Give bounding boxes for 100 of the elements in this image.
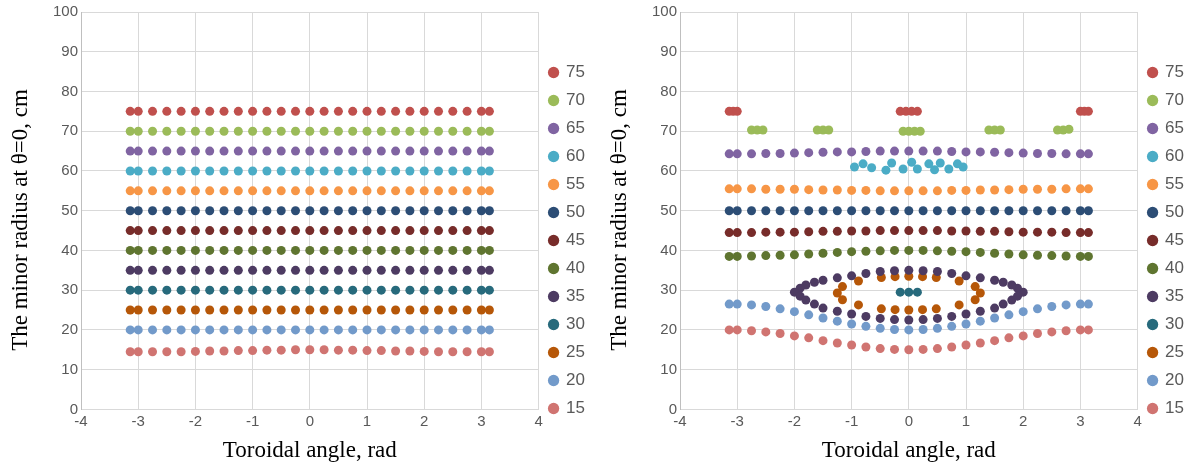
point [276, 345, 286, 355]
point [724, 228, 734, 238]
point [419, 285, 429, 295]
point [391, 166, 401, 176]
point [376, 186, 386, 196]
point [262, 265, 272, 275]
point [233, 265, 243, 275]
point [125, 106, 135, 116]
point [219, 186, 229, 196]
x-tick-label: 3 [1076, 411, 1085, 429]
y-tick-label: 60 [660, 161, 678, 179]
point [333, 126, 343, 136]
point [804, 310, 814, 320]
point [875, 323, 885, 333]
point [875, 313, 885, 323]
point [376, 346, 386, 356]
point [947, 311, 957, 321]
point [1083, 206, 1093, 216]
point [125, 305, 135, 315]
point [176, 245, 186, 255]
point [319, 126, 329, 136]
point [847, 147, 857, 157]
point [958, 162, 968, 172]
point [348, 106, 358, 116]
point [205, 166, 215, 176]
point [876, 304, 886, 314]
point [362, 285, 372, 295]
point [1083, 149, 1093, 159]
point [405, 346, 415, 356]
point [262, 245, 272, 255]
legend-label: 25 [566, 342, 586, 362]
point [291, 245, 301, 255]
point [747, 149, 757, 159]
point [248, 126, 258, 136]
point [419, 305, 429, 315]
point [434, 166, 443, 176]
point [233, 106, 243, 116]
point [333, 285, 343, 295]
y-tick-label: 100 [652, 2, 678, 20]
point [789, 184, 799, 194]
y-tick-label: 90 [61, 41, 79, 59]
point [975, 288, 985, 298]
point [319, 265, 329, 275]
point [262, 126, 272, 136]
point [305, 325, 315, 335]
x-tick-label: 4 [1133, 411, 1142, 429]
point [405, 206, 415, 216]
point [133, 305, 143, 315]
point [832, 338, 842, 348]
point [1018, 331, 1028, 341]
point [912, 164, 922, 174]
point [133, 347, 143, 357]
point [362, 346, 372, 356]
point [832, 206, 842, 216]
point [190, 186, 200, 196]
point [1047, 148, 1057, 158]
point [944, 164, 954, 174]
point [162, 347, 172, 357]
point [148, 305, 158, 315]
point [233, 346, 243, 356]
point [448, 206, 458, 216]
point [333, 206, 343, 216]
point [890, 344, 900, 354]
point [1075, 228, 1085, 238]
point [405, 226, 415, 236]
point [248, 166, 258, 176]
point [1075, 149, 1085, 159]
point [348, 265, 358, 275]
point [391, 265, 401, 275]
point [348, 166, 358, 176]
point [348, 126, 358, 136]
point [904, 226, 914, 236]
point [233, 305, 243, 315]
point [1033, 227, 1042, 237]
point [448, 226, 458, 236]
point [847, 247, 857, 257]
point [970, 282, 980, 292]
point [1007, 280, 1017, 290]
point [818, 185, 828, 195]
point [818, 206, 828, 216]
point [190, 285, 200, 295]
point [1061, 300, 1071, 310]
point [419, 126, 429, 136]
point [176, 265, 186, 275]
point [376, 245, 386, 255]
point [162, 166, 172, 176]
point [248, 186, 258, 196]
point [133, 206, 143, 216]
point [276, 126, 286, 136]
point [947, 206, 957, 216]
point [724, 206, 734, 216]
point [904, 245, 914, 255]
x-axis-title: Toroidal angle, rad [222, 437, 398, 463]
point [931, 304, 941, 314]
point [1018, 227, 1028, 237]
point [190, 126, 200, 136]
point [248, 346, 258, 356]
point [348, 206, 358, 216]
point [148, 347, 158, 357]
point [975, 316, 985, 326]
